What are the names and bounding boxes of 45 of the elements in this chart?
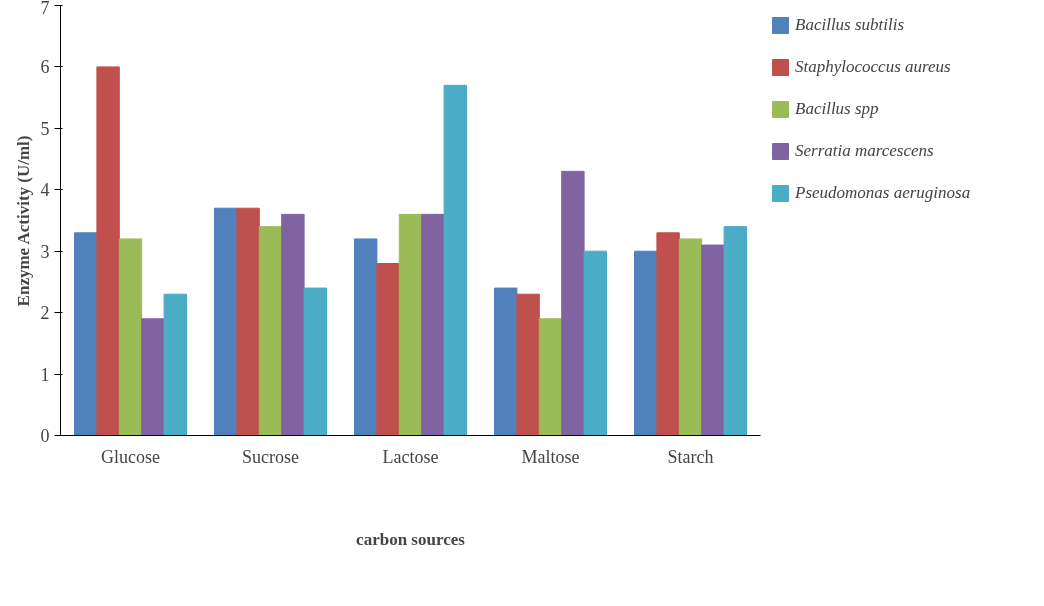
bar — [583, 250, 607, 436]
bar — [538, 318, 563, 436]
bar — [258, 226, 283, 436]
y-tick-label: 7 — [40, 0, 50, 18]
bar — [281, 213, 305, 436]
bar — [421, 213, 445, 436]
bar — [701, 244, 725, 436]
legend-label: Pseudomonas aeruginosa — [795, 183, 971, 203]
bar — [96, 66, 120, 436]
bar — [516, 293, 540, 436]
x-tick-label: Glucose — [101, 446, 160, 467]
y-tick-label: 4 — [40, 180, 50, 201]
legend-label: Bacillus subtilis — [795, 15, 905, 35]
y-tick-label: 1 — [40, 364, 50, 385]
y-axis-title: Enzyme Activity (U/ml) — [13, 135, 33, 307]
x-tick-label: Lactose — [382, 446, 439, 467]
x-axis-title: carbon sources — [356, 529, 466, 549]
bar — [163, 293, 187, 436]
legend-label: Bacillus spp — [795, 99, 879, 119]
bar — [303, 287, 327, 436]
bar — [678, 238, 703, 436]
legend-label: Staphylococcus aureus — [795, 57, 951, 77]
bar — [561, 170, 585, 436]
legend-label: Serratia marcescens — [795, 141, 934, 161]
x-tick-label: Maltose — [521, 446, 580, 467]
bar — [354, 238, 378, 436]
bar — [118, 238, 143, 436]
y-tick-label: 0 — [40, 426, 50, 446]
y-tick-label: 2 — [40, 303, 50, 324]
bar — [74, 232, 98, 436]
y-tick-label: 6 — [40, 57, 50, 78]
bar — [236, 207, 260, 436]
bar — [398, 213, 423, 436]
bar — [494, 287, 518, 436]
bar — [723, 226, 747, 436]
bar — [656, 232, 680, 436]
x-tick-label: Starch — [667, 446, 714, 467]
bar — [634, 250, 658, 436]
bar — [214, 207, 238, 436]
y-tick-label: 5 — [40, 118, 50, 139]
bar — [376, 263, 400, 436]
bar — [141, 318, 165, 436]
x-tick-label: Sucrose — [242, 446, 300, 467]
bar — [443, 84, 467, 436]
y-tick-label: 3 — [40, 241, 50, 262]
